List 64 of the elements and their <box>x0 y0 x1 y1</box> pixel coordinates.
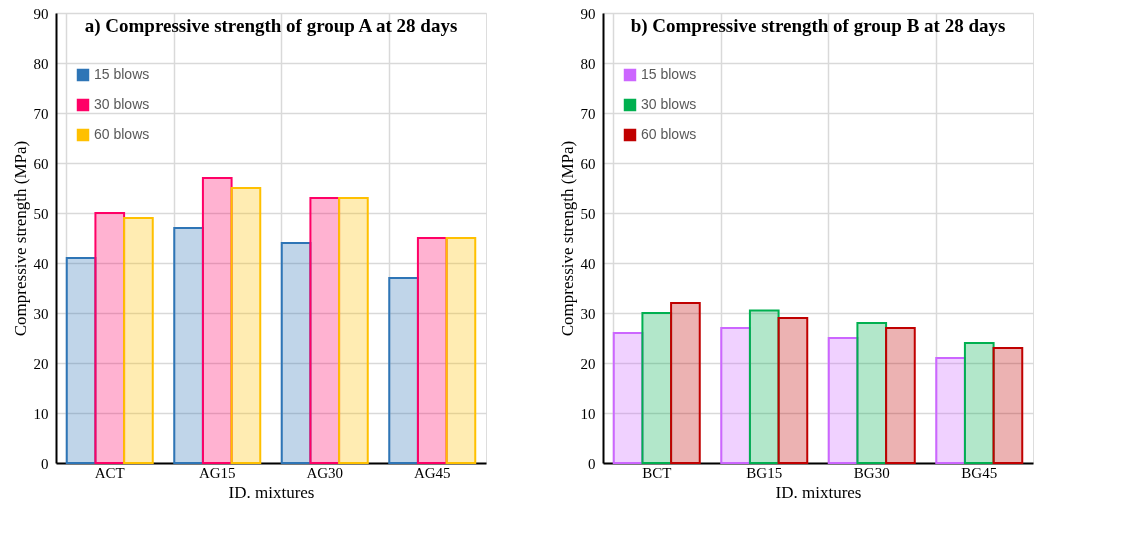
bar <box>201 177 233 464</box>
y-tick-label: 80 <box>33 55 49 72</box>
chart-title: b) Compressive strength of group B at 28 days <box>630 15 1006 37</box>
x-tick-label: ACT <box>94 464 125 481</box>
bar <box>641 312 673 464</box>
bar <box>230 187 262 464</box>
y-tick-label: 50 <box>33 205 49 222</box>
x-tick-label: BCT <box>642 464 672 481</box>
y-tick-label: 10 <box>33 405 49 422</box>
bar <box>445 237 477 464</box>
y-axis-title: Compressive strength (MPa) <box>557 140 577 337</box>
y-tick-label: 0 <box>41 455 49 472</box>
bar <box>935 357 966 464</box>
y-tick-label: 90 <box>33 5 49 22</box>
bar <box>416 237 448 464</box>
legend-label: 30 blows <box>94 96 150 112</box>
y-tick-label: 30 <box>580 305 596 322</box>
bar <box>670 302 701 464</box>
y-tick-label: 70 <box>33 105 49 122</box>
y-tick-label: 50 <box>580 205 596 222</box>
y-tick-label: 0 <box>588 455 596 472</box>
y-tick-label: 70 <box>580 105 596 122</box>
x-tick-label: BG15 <box>746 464 783 481</box>
y-tick-label: 60 <box>580 155 596 172</box>
bar <box>309 197 341 464</box>
legend-label: 60 blows <box>641 126 697 142</box>
x-axis-title: ID. mixtures <box>775 482 862 502</box>
y-tick-label: 60 <box>33 155 49 172</box>
bar <box>280 242 312 464</box>
bar <box>173 227 204 464</box>
x-tick-label: AG30 <box>306 464 344 481</box>
bar <box>777 317 809 464</box>
bar <box>123 217 154 464</box>
y-tick-label: 40 <box>33 255 49 272</box>
x-axis-title: ID. mixtures <box>228 482 315 502</box>
bar <box>338 197 369 464</box>
y-tick-label: 30 <box>33 305 49 322</box>
y-tick-label: 40 <box>580 255 596 272</box>
bar <box>856 322 888 464</box>
chart-title: a) Compressive strength of group A at 28 days <box>84 15 458 37</box>
y-tick-label: 10 <box>580 405 596 422</box>
bar <box>748 309 780 464</box>
bar <box>992 347 1024 464</box>
legend-label: 60 blows <box>94 126 150 142</box>
bar <box>827 337 859 464</box>
y-tick-label: 80 <box>580 55 596 72</box>
y-tick-label: 20 <box>580 355 596 372</box>
bar <box>612 332 644 464</box>
bar <box>963 342 995 464</box>
legend-label: 15 blows <box>94 66 150 82</box>
legend-label: 15 blows <box>641 66 697 82</box>
y-tick-label: 20 <box>33 355 49 372</box>
x-tick-label: BG30 <box>853 464 890 481</box>
bar <box>885 327 916 464</box>
y-axis-title: Compressive strength (MPa) <box>10 140 30 337</box>
bar <box>388 277 419 464</box>
bar <box>65 257 97 464</box>
legend-label: 30 blows <box>641 96 697 112</box>
y-tick-label: 90 <box>580 5 596 22</box>
x-tick-label: AG45 <box>413 464 451 481</box>
bar <box>720 327 751 464</box>
bar <box>94 212 126 464</box>
x-tick-label: BG45 <box>961 464 998 481</box>
x-tick-label: AG15 <box>198 464 236 481</box>
